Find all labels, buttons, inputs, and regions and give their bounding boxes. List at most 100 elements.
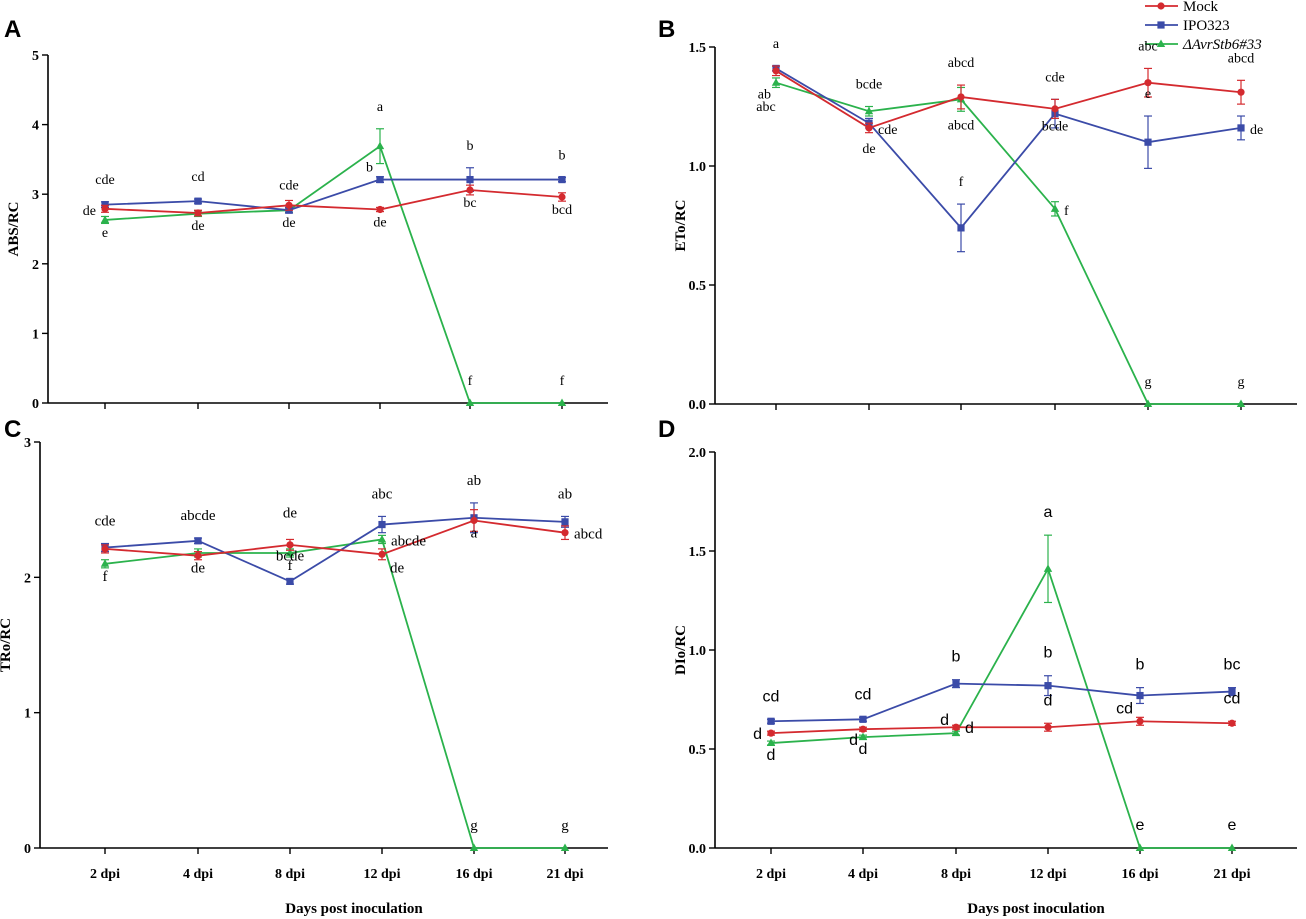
significance-letter: de — [862, 142, 875, 157]
significance-letter: bc — [1224, 657, 1241, 674]
series-line — [104, 538, 565, 849]
significance-letter: a — [773, 37, 780, 52]
data-point — [378, 520, 386, 529]
data-point — [952, 723, 960, 731]
data-point — [859, 725, 867, 733]
data-point — [101, 545, 109, 553]
significance-letter: ab — [558, 486, 572, 502]
legend-marker — [1157, 21, 1165, 29]
significance-letter: abcde — [391, 533, 426, 549]
data-point — [285, 548, 295, 556]
data-point — [1144, 138, 1152, 146]
y-tick-label: 4 — [32, 119, 39, 134]
y-tick-label: 1.0 — [689, 644, 707, 659]
data-point — [286, 541, 294, 549]
significance-letter: b — [1136, 657, 1145, 674]
series-avrstb633 — [766, 534, 1237, 851]
significance-letter: f — [959, 175, 964, 190]
data-point — [767, 729, 775, 737]
data-point — [1144, 79, 1152, 87]
data-point — [951, 728, 961, 737]
data-point — [466, 186, 474, 194]
significance-letter: b — [1044, 645, 1053, 662]
significance-letter: bcde — [856, 78, 882, 93]
series-line — [775, 67, 1242, 230]
data-point — [1227, 843, 1237, 851]
x-axis-title: Days post inoculation — [967, 901, 1105, 917]
x-tick-label: 4 dpi — [848, 867, 878, 882]
legend: Mock IPO323 ΔAvrStb6#33 — [1145, 0, 1262, 53]
x-tick-label: 16 dpi — [1122, 867, 1159, 882]
data-point — [560, 843, 570, 851]
data-point — [561, 518, 569, 526]
y-tick-label: 3 — [24, 436, 31, 451]
data-point — [1050, 204, 1060, 212]
y-tick-label: 1.5 — [689, 545, 707, 560]
data-point — [466, 175, 474, 184]
significance-letter: abcd — [574, 527, 603, 543]
data-point — [378, 550, 386, 558]
series-line — [770, 720, 1233, 735]
significance-letter: de — [1250, 123, 1263, 138]
significance-letter: cde — [279, 178, 298, 193]
data-point — [557, 398, 567, 406]
significance-letter: cd — [1224, 690, 1241, 707]
significance-letter: b — [366, 161, 373, 176]
data-point — [772, 67, 780, 75]
significance-letter: ab — [467, 473, 481, 489]
series-mock — [101, 184, 566, 217]
series-ipo323 — [772, 64, 1245, 253]
x-tick-label: 8 dpi — [275, 867, 305, 882]
data-point — [957, 224, 965, 232]
y-axis-title: ABS/RC — [6, 201, 22, 256]
significance-letter: cde — [878, 123, 897, 138]
significance-letter: abcde — [181, 508, 216, 524]
series-avrstb633 — [771, 77, 1246, 407]
legend-label: ΔAvrStb6#33 — [1182, 37, 1262, 53]
significance-letter: b — [559, 148, 566, 163]
panel-label: B — [658, 16, 675, 43]
significance-letter: e — [1136, 817, 1145, 834]
significance-letter: a — [377, 100, 384, 115]
legend-item: ΔAvrStb6#33 — [1145, 37, 1262, 53]
significance-letter: b — [467, 139, 474, 154]
x-tick-label: 12 dpi — [364, 867, 401, 882]
data-point — [1228, 687, 1236, 696]
y-tick-label: 2 — [24, 571, 31, 586]
significance-letter: f — [288, 558, 293, 574]
data-point — [465, 398, 475, 406]
panel-label: A — [4, 16, 21, 43]
series-line — [104, 519, 566, 557]
data-point — [1044, 723, 1052, 731]
significance-letter: e — [102, 226, 108, 241]
series-avrstb633 — [100, 534, 570, 851]
significance-letter: f — [468, 374, 473, 389]
significance-letter: abc — [756, 100, 775, 115]
significance-letter: b — [952, 649, 961, 666]
y-tick-label: 1.0 — [689, 160, 707, 175]
y-tick-label: 3 — [32, 188, 39, 203]
data-point — [865, 124, 873, 132]
significance-letter: d — [767, 747, 776, 764]
significance-letter: bcde — [1042, 120, 1068, 135]
x-axis-title: Days post inoculation — [285, 901, 423, 917]
significance-letter: cd — [191, 170, 204, 185]
panel-c: C 0 1 2 3 2 dpi 4 dpi 8 dpi 12 dpi 16 dpi 21 dpi TR… — [0, 416, 608, 917]
y-tick-label: 5 — [32, 49, 39, 64]
significance-letter: de — [83, 204, 96, 219]
data-point — [1143, 399, 1153, 407]
significance-letter: de — [191, 561, 206, 577]
significance-letter: cd — [855, 686, 872, 703]
series-ipo323 — [767, 675, 1236, 725]
significance-letter: cde — [95, 514, 116, 530]
y-tick-label: 2 — [32, 258, 39, 273]
data-point — [771, 78, 781, 86]
data-point — [1237, 88, 1245, 96]
significance-letter: cd — [1116, 700, 1133, 717]
x-tick-label: 2 dpi — [90, 867, 120, 882]
data-point — [1135, 843, 1145, 851]
data-point — [194, 537, 202, 545]
x-tick-label: 4 dpi — [183, 867, 213, 882]
significance-letter: g — [561, 818, 569, 834]
